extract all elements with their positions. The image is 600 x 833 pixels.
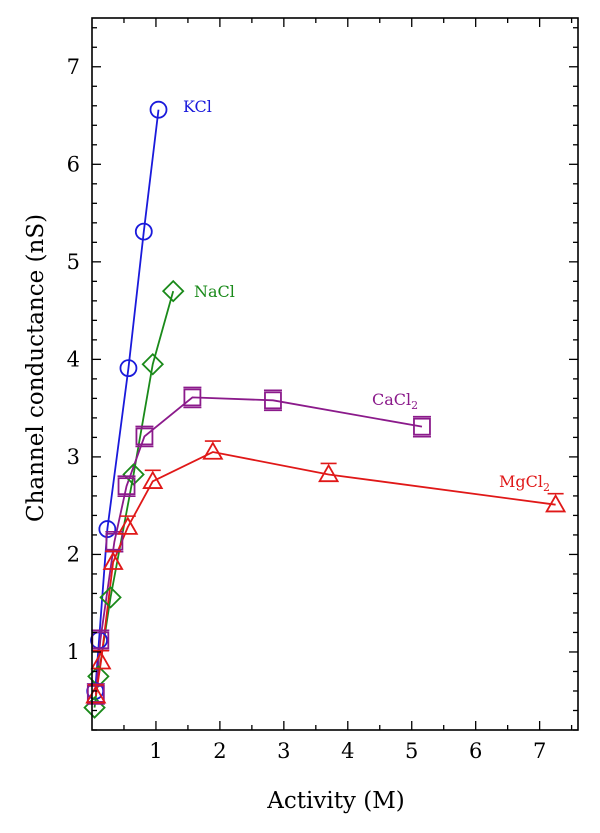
marker-NaCl: [99, 586, 122, 609]
marker-CaCl2: [264, 391, 282, 410]
y-tick-label: 7: [67, 55, 80, 79]
marker-MgCl2: [102, 551, 124, 570]
series-label-NaCl: NaCl: [194, 282, 235, 301]
y-axis-title: Channel conductance (nS): [23, 214, 49, 522]
x-axis-title: Activity (M): [266, 788, 404, 814]
y-tick-label: 5: [67, 250, 80, 274]
series-label-subscript: 2: [411, 399, 418, 412]
x-tick-label: 6: [469, 739, 482, 763]
marker-NaCl: [141, 352, 165, 376]
plot-frame: [91, 17, 579, 731]
marker-CaCl2: [117, 477, 136, 496]
x-tick-label: 7: [533, 739, 546, 763]
marker-MgCl2: [117, 516, 139, 535]
marker-CaCl2: [105, 532, 124, 551]
x-tick-label: 3: [277, 739, 290, 763]
marker-KCl: [149, 100, 168, 119]
x-tick-label: 1: [149, 739, 162, 763]
marker-KCl: [134, 222, 153, 241]
marker-KCl: [119, 359, 138, 378]
marker-KCl: [98, 520, 117, 538]
y-tick-label: 6: [67, 152, 80, 176]
series-label-KCl: KCl: [183, 97, 212, 116]
marker-MgCl2: [142, 470, 164, 489]
marker-CaCl2: [183, 388, 202, 407]
marker-CaCl2: [135, 427, 154, 446]
series-line-CaCl2: [94, 396, 423, 694]
marker-NaCl: [122, 463, 145, 486]
y-tick-label: 3: [67, 445, 80, 469]
marker-CaCl2: [413, 417, 431, 436]
y-tick-label: 1: [67, 640, 80, 664]
series-label-CaCl2: CaCl2: [372, 390, 418, 412]
y-tick-label: 4: [67, 347, 80, 371]
marker-MgCl2: [202, 441, 224, 460]
marker-MgCl2: [90, 650, 112, 670]
x-tick-label: 5: [405, 739, 418, 763]
x-tick-label: 2: [213, 739, 226, 763]
marker-NaCl: [161, 279, 185, 303]
y-tick-label: 2: [67, 542, 80, 566]
series-label-MgCl2: MgCl2: [499, 472, 550, 494]
marker-MgCl2: [545, 493, 567, 513]
marker-MgCl2: [318, 463, 340, 483]
series-line-MgCl2: [94, 451, 556, 696]
x-tick-label: 4: [341, 739, 354, 763]
series-label-subscript: 2: [543, 481, 550, 494]
